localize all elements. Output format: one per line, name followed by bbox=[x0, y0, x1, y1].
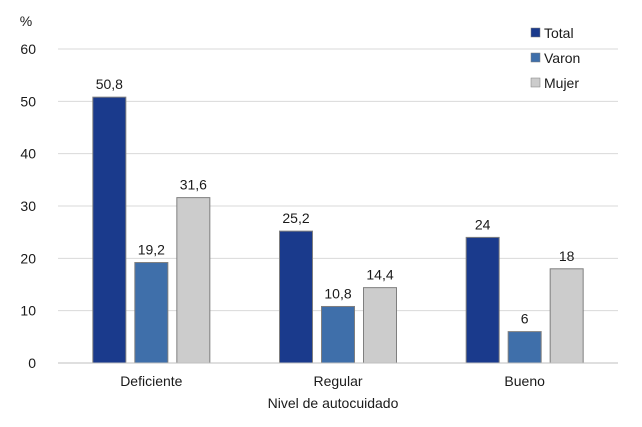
legend-label-total: Total bbox=[544, 25, 574, 41]
legend-swatch-total bbox=[530, 27, 541, 38]
bar-varon-deficiente bbox=[134, 262, 169, 364]
y-axis-ticks: 0 10 20 30 40 50 60 bbox=[20, 41, 36, 371]
bar-mujer-deficiente bbox=[176, 197, 211, 364]
x-category-label: Regular bbox=[313, 373, 362, 389]
bar-mujer-bueno bbox=[549, 268, 584, 364]
data-label: 10,8 bbox=[324, 285, 351, 301]
y-tick-label: 50 bbox=[20, 93, 36, 109]
data-label: 50,8 bbox=[96, 76, 123, 92]
data-label: 14,4 bbox=[366, 267, 393, 283]
bar-varon-regular bbox=[321, 305, 355, 364]
data-label: 18 bbox=[559, 248, 575, 264]
y-tick-label: 40 bbox=[20, 146, 36, 162]
data-label: 24 bbox=[475, 216, 491, 232]
y-tick-label: 30 bbox=[20, 198, 36, 214]
y-tick-label: 20 bbox=[20, 250, 36, 266]
data-label: 25,2 bbox=[282, 210, 309, 226]
y-axis-label: % bbox=[20, 13, 32, 29]
bars bbox=[92, 96, 584, 364]
data-label: 31,6 bbox=[180, 177, 207, 193]
x-axis-label: Nivel de autocuidado bbox=[268, 395, 399, 411]
x-category-label: Deficiente bbox=[120, 373, 182, 389]
value-labels: 50,8 19,2 31,6 25,2 10,8 14,4 24 6 18 bbox=[96, 76, 575, 326]
gridlines bbox=[58, 48, 618, 312]
bar-varon-bueno bbox=[507, 331, 542, 364]
bar-total-deficiente bbox=[92, 96, 127, 364]
legend-swatch-mujer bbox=[530, 77, 541, 88]
legend: Total Varon Mujer bbox=[530, 25, 580, 91]
bar-mujer-regular bbox=[363, 287, 397, 364]
x-category-label: Bueno bbox=[504, 373, 545, 389]
data-label: 19,2 bbox=[138, 242, 165, 258]
legend-label-varon: Varon bbox=[544, 50, 580, 66]
x-axis-categories: Deficiente Regular Bueno bbox=[120, 373, 545, 389]
legend-swatch-varon bbox=[530, 52, 541, 63]
legend-label-mujer: Mujer bbox=[544, 75, 579, 91]
y-tick-label: 0 bbox=[28, 355, 36, 371]
y-tick-label: 10 bbox=[20, 303, 36, 319]
bar-total-bueno bbox=[465, 236, 500, 364]
y-tick-label: 60 bbox=[20, 41, 36, 57]
bar-total-regular bbox=[279, 230, 313, 364]
data-label: 6 bbox=[521, 311, 529, 327]
